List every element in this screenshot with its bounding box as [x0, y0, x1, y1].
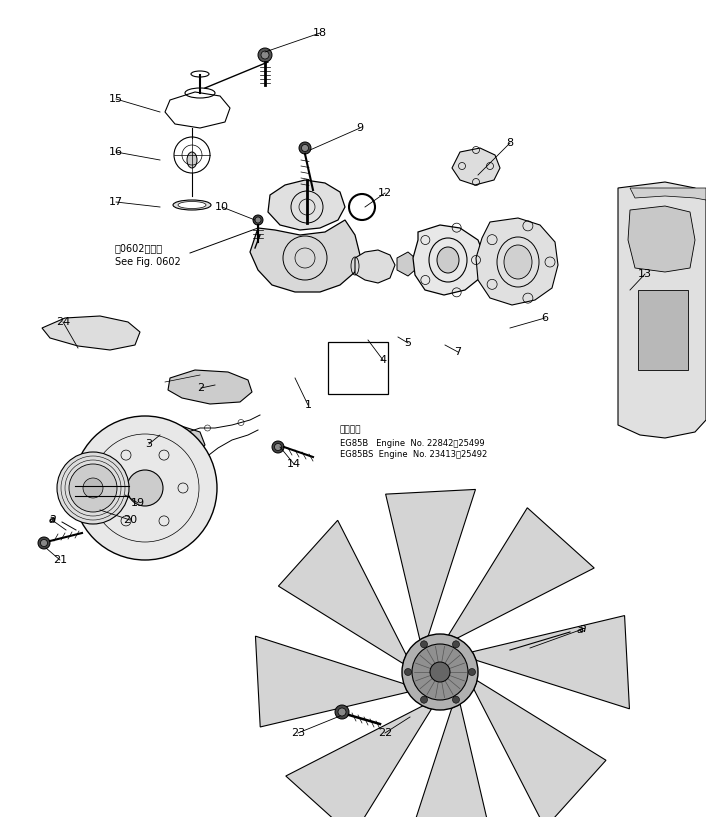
Circle shape: [469, 668, 476, 676]
Text: 6: 6: [542, 313, 549, 323]
Polygon shape: [355, 250, 395, 283]
Polygon shape: [405, 704, 493, 817]
Text: a: a: [48, 511, 56, 525]
Polygon shape: [385, 489, 475, 640]
Text: 24: 24: [56, 317, 70, 327]
Circle shape: [421, 641, 428, 648]
Ellipse shape: [173, 200, 211, 210]
Circle shape: [69, 464, 117, 512]
Ellipse shape: [178, 202, 206, 208]
Polygon shape: [628, 206, 695, 272]
Polygon shape: [278, 520, 406, 663]
Circle shape: [430, 662, 450, 682]
Polygon shape: [268, 180, 345, 230]
Ellipse shape: [504, 245, 532, 279]
Text: EG85BS  Engine  No. 23413～25492: EG85BS Engine No. 23413～25492: [340, 449, 487, 458]
Text: See Fig. 0602: See Fig. 0602: [115, 257, 181, 267]
Polygon shape: [474, 681, 606, 817]
Text: 21: 21: [53, 555, 67, 565]
Text: 2: 2: [198, 383, 205, 393]
Circle shape: [402, 634, 478, 710]
Circle shape: [299, 142, 311, 154]
Text: 12: 12: [378, 188, 392, 198]
Text: 第0602図参照: 第0602図参照: [115, 243, 163, 253]
Circle shape: [301, 145, 309, 151]
Polygon shape: [256, 636, 408, 727]
Ellipse shape: [187, 152, 197, 168]
Text: 13: 13: [638, 269, 652, 279]
Ellipse shape: [437, 247, 459, 273]
Polygon shape: [618, 182, 706, 438]
Circle shape: [258, 48, 272, 62]
Circle shape: [453, 696, 460, 703]
Circle shape: [261, 51, 269, 59]
Circle shape: [255, 217, 261, 223]
Text: 22: 22: [378, 728, 392, 738]
Text: 5: 5: [405, 338, 412, 348]
Text: a: a: [578, 622, 586, 635]
Text: 15: 15: [109, 94, 123, 104]
Circle shape: [412, 644, 468, 700]
Polygon shape: [476, 218, 558, 305]
Bar: [638, 290, 688, 370]
Circle shape: [40, 539, 47, 547]
Circle shape: [338, 708, 346, 716]
Text: 23: 23: [291, 728, 305, 738]
Text: 3: 3: [145, 439, 152, 449]
Text: 10: 10: [215, 202, 229, 212]
Polygon shape: [452, 148, 500, 185]
Text: 19: 19: [131, 498, 145, 508]
Polygon shape: [397, 252, 415, 276]
Polygon shape: [118, 422, 205, 458]
Polygon shape: [448, 508, 594, 638]
Bar: [328, 342, 388, 394]
Text: 17: 17: [109, 197, 123, 207]
Polygon shape: [250, 220, 360, 292]
Circle shape: [421, 696, 428, 703]
Polygon shape: [630, 188, 706, 200]
Circle shape: [335, 705, 349, 719]
Circle shape: [253, 215, 263, 225]
Circle shape: [73, 416, 217, 560]
Circle shape: [453, 641, 460, 648]
Text: 16: 16: [109, 147, 123, 157]
Text: 9: 9: [357, 123, 364, 133]
Circle shape: [38, 537, 50, 549]
Circle shape: [405, 668, 412, 676]
Circle shape: [275, 444, 282, 450]
Polygon shape: [168, 370, 252, 404]
Circle shape: [57, 452, 129, 524]
Text: EG85B   Engine  No. 22842～25499: EG85B Engine No. 22842～25499: [340, 439, 484, 448]
Circle shape: [83, 478, 103, 498]
Text: a: a: [49, 515, 56, 525]
Text: 1: 1: [304, 400, 311, 410]
Polygon shape: [42, 316, 140, 350]
Circle shape: [127, 470, 163, 506]
Text: 4: 4: [379, 355, 387, 365]
Text: 適用号機: 適用号機: [340, 426, 361, 435]
Circle shape: [272, 441, 284, 453]
Polygon shape: [472, 615, 630, 709]
Polygon shape: [413, 225, 485, 295]
Polygon shape: [286, 706, 431, 817]
Text: a: a: [577, 625, 583, 635]
Text: 7: 7: [455, 347, 462, 357]
Text: 20: 20: [123, 515, 137, 525]
Text: 14: 14: [287, 459, 301, 469]
Text: 8: 8: [506, 138, 513, 148]
Text: 18: 18: [313, 28, 327, 38]
